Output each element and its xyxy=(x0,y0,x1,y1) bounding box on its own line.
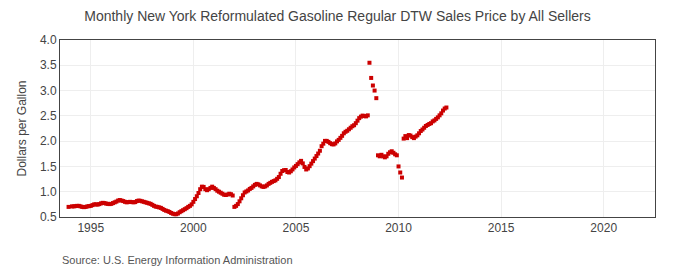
svg-text:2000: 2000 xyxy=(180,221,207,235)
svg-text:2010: 2010 xyxy=(385,221,412,235)
svg-text:2020: 2020 xyxy=(590,221,617,235)
svg-text:0.5: 0.5 xyxy=(40,210,57,224)
svg-text:2.0: 2.0 xyxy=(40,134,57,148)
svg-text:1.5: 1.5 xyxy=(40,160,57,174)
svg-text:Dollars per Gallon: Dollars per Gallon xyxy=(15,80,29,176)
svg-text:1995: 1995 xyxy=(77,221,104,235)
svg-text:2.5: 2.5 xyxy=(40,109,57,123)
svg-text:3.5: 3.5 xyxy=(40,58,57,72)
svg-text:2015: 2015 xyxy=(488,221,515,235)
svg-text:Source: U.S. Energy Informatio: Source: U.S. Energy Information Administ… xyxy=(62,254,293,266)
svg-text:2005: 2005 xyxy=(283,221,310,235)
svg-text:Monthly New York Reformulated: Monthly New York Reformulated Gasoline R… xyxy=(84,8,591,24)
svg-text:3.0: 3.0 xyxy=(40,84,57,98)
svg-text:4.0: 4.0 xyxy=(40,33,57,47)
svg-text:1.0: 1.0 xyxy=(40,185,57,199)
